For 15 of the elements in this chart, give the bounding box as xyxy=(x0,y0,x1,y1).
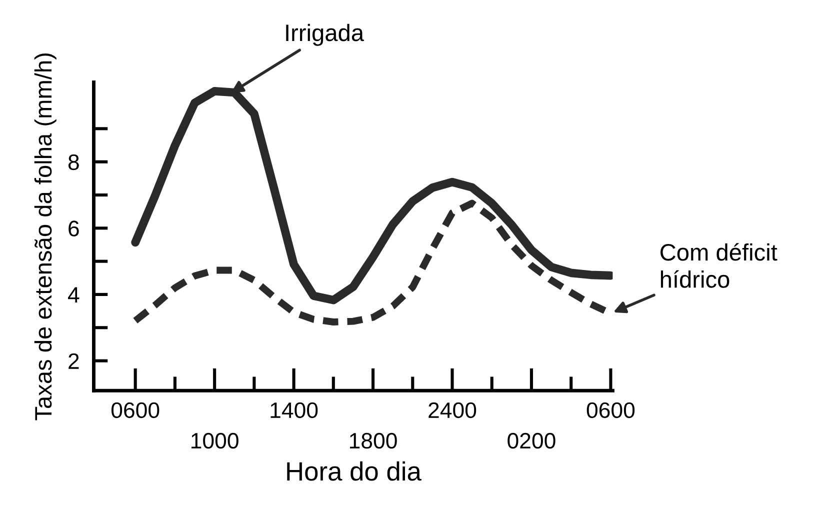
text: Com déficit hídrico xyxy=(660,243,778,288)
y-tick-label: 2 xyxy=(68,353,79,369)
x-tick-label: 2400 xyxy=(428,402,476,418)
y-axis-title: Taxas de extensão da folha (mm/h) xyxy=(34,54,56,420)
y-tick-label: 4 xyxy=(68,287,80,303)
x-tick-label: 1000 xyxy=(192,432,238,449)
x-tick-label: 0600 xyxy=(111,402,160,418)
y-tick-label: 8 xyxy=(68,154,79,170)
x-tick-label: 0600 xyxy=(586,402,635,418)
x-tick-label: 1400 xyxy=(270,402,318,418)
y-tick-label: 6 xyxy=(68,220,79,236)
x-axis-title: Hora do dia xyxy=(287,461,422,481)
text: Irrigada xyxy=(286,24,364,46)
x-tick-label: 1800 xyxy=(350,432,397,449)
x-tick-label: 0200 xyxy=(508,432,556,449)
